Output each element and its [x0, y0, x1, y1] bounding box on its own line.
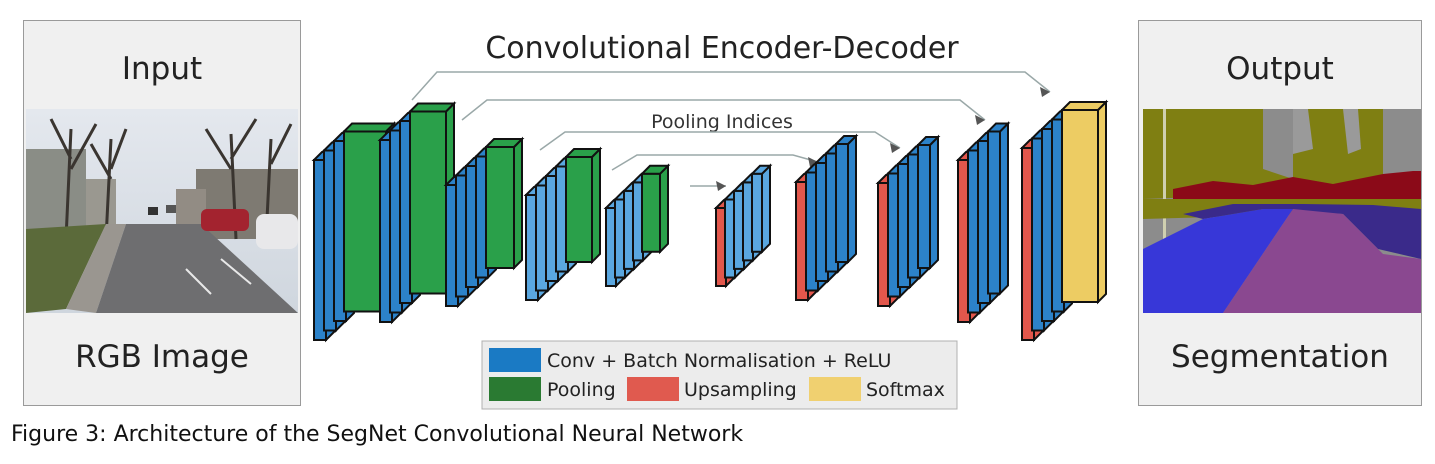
legend-swatch-upsampling — [627, 377, 679, 401]
output-title: Output — [1226, 51, 1334, 87]
pooling-indices-arrow-2 — [461, 99, 986, 121]
network-layers — [311, 99, 1109, 343]
output-panel: Output Segmentation — [1138, 20, 1422, 406]
legend-swatch-pooling — [489, 377, 541, 401]
pooling-indices-arrowhead-4 — [808, 157, 818, 167]
legend-swatch-conv — [489, 348, 541, 372]
pooling-indices-connections — [411, 71, 1051, 191]
output-segmentation-image — [1143, 109, 1421, 313]
input-title: Input — [121, 51, 203, 87]
pooling-indices-arrowhead-3 — [890, 143, 900, 153]
legend-label-upsampling: Upsampling — [684, 379, 797, 401]
diagram-title: Convolutional Encoder-Decoder — [485, 31, 959, 66]
legend-label-conv: Conv + Batch Normalisation + ReLU — [547, 350, 891, 372]
input-rgb-image — [26, 109, 298, 313]
legend-label-softmax: Softmax — [866, 379, 945, 401]
decoder-block-3-slab-5 — [915, 134, 941, 271]
pooling-indices-arrow-4 — [611, 154, 819, 171]
encoder-block-3-slab-5 — [483, 136, 525, 271]
figure-caption: Figure 3: Architecture of the SegNet Con… — [11, 422, 744, 447]
encoder-block-5-slab-5 — [639, 163, 671, 255]
pooling-indices-arrow-1 — [411, 71, 1051, 101]
decoder-block-5-slab-5 — [1059, 99, 1109, 305]
decoder-block-4-slab-4 — [985, 121, 1011, 296]
legend-label-pooling: Pooling — [547, 379, 616, 401]
decoder-block-1-slab-5 — [749, 163, 773, 255]
pooling-indices-arrowhead-1 — [1040, 87, 1050, 97]
input-subtitle: RGB Image — [75, 339, 249, 375]
pooling-indices-arrowhead-2 — [975, 115, 985, 125]
encoder-block-4-slab-5 — [563, 146, 603, 265]
legend: Conv + Batch Normalisation + ReLU Poolin… — [481, 340, 958, 410]
output-subtitle: Segmentation — [1171, 339, 1389, 375]
input-panel: Input RGB I — [23, 20, 301, 406]
pooling-indices-arrowhead-5 — [716, 181, 726, 191]
pooling-indices-label: Pooling Indices — [651, 111, 793, 133]
pooling-indices-arrow-3 — [539, 131, 901, 151]
decoder-block-2-slab-5 — [833, 133, 859, 265]
legend-swatch-softmax — [809, 377, 861, 401]
